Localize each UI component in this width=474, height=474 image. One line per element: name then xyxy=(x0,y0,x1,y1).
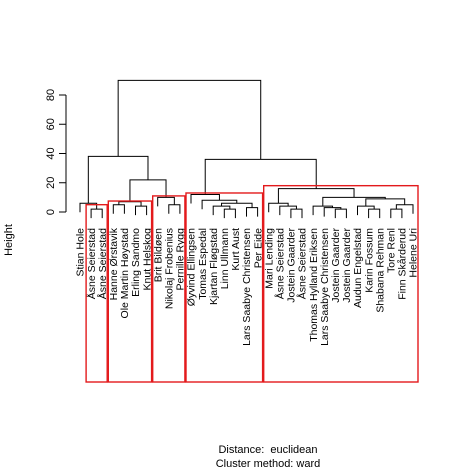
leaf-label: Jostein Gaarder xyxy=(286,228,298,303)
dendrogram-branch xyxy=(117,79,262,160)
leaf-label: Shabana Rehman xyxy=(374,228,386,313)
leaf-label: Hanne Ørstavik xyxy=(108,227,120,300)
y-tick-label: 80 xyxy=(45,89,57,101)
dendrogram-branch xyxy=(368,208,381,219)
leaf-label: Kurt Aust xyxy=(230,228,242,271)
leaf-label: Åsne Seierstad xyxy=(96,228,109,299)
leaf-label: Kjartan Fløgstad xyxy=(208,228,220,305)
dendrogram-branch xyxy=(190,193,220,204)
leaf-labels: Stian Hole Åsne Seierstad Åsne Seierstad Ha… xyxy=(75,227,420,346)
leaf-label: Jostein Gaarder xyxy=(341,228,353,303)
y-tick-label: 40 xyxy=(45,147,57,159)
leaf-label: Pernille Rygg xyxy=(175,228,187,291)
leaf-label: Brit Bildøen xyxy=(152,228,164,282)
leaf-label: Erling Sandmo xyxy=(130,228,142,297)
dendrogram-branch xyxy=(90,208,103,219)
leaf-label: Åsne Seierstad xyxy=(296,228,309,299)
distance-caption: Distance: euclidean xyxy=(218,444,317,456)
cluster-method-caption: Cluster method: ward xyxy=(216,458,321,470)
dendrogram-branch xyxy=(221,202,253,208)
y-tick-label: 60 xyxy=(45,118,57,130)
leaf-label: Thomas Hylland Eriksen xyxy=(308,228,320,342)
dendrogram-branch xyxy=(395,204,414,214)
dendrogram-branch xyxy=(201,199,238,210)
dendrogram-branch xyxy=(135,205,148,216)
dendrogram-branch xyxy=(277,188,355,204)
dendrogram-branch xyxy=(118,201,142,207)
cluster-box xyxy=(263,184,419,383)
leaf-label: Knut Helskog xyxy=(141,228,153,291)
leaf-label: Tomas Espedal xyxy=(197,228,209,300)
y-tick-label: 20 xyxy=(45,177,57,189)
leaf-label: Øyvind Ellingsen xyxy=(186,228,198,306)
dendrogram-branch xyxy=(212,205,231,216)
y-tick-label: 0 xyxy=(45,209,57,215)
leaf-label: Lars Saabye Christensen xyxy=(241,228,253,346)
dendrogram-branch xyxy=(357,205,375,216)
leaf-label: Åsne Seierstad xyxy=(85,228,98,299)
dendrogram-branch xyxy=(223,208,236,219)
leaf-label: Helene Uri xyxy=(408,228,420,278)
dendrogram-branch xyxy=(204,158,317,195)
leaf-label: Karin Fossum xyxy=(363,228,375,293)
leaf-label: Per Eide xyxy=(252,228,264,268)
dendrogram-branch xyxy=(268,202,289,213)
cluster-box xyxy=(107,200,153,383)
dendrogram-branch xyxy=(390,208,403,219)
leaf-label: Linn Ullmann xyxy=(219,228,231,289)
dendrogram-branch xyxy=(290,208,303,219)
dendrogram-branch xyxy=(246,207,259,217)
cluster-boxes xyxy=(85,184,419,383)
dendrogram-branch xyxy=(334,208,347,219)
leaf-label: Nikolaj Frobenius xyxy=(163,228,175,309)
dendrogram-tree xyxy=(79,79,414,219)
dendrogram-branch xyxy=(279,205,297,216)
leaf-label: Audun Engelstad xyxy=(352,228,364,308)
y-axis: 0 20 40 60 80 xyxy=(45,89,67,215)
leaf-label: Tore Renl xyxy=(385,228,397,273)
cluster-box xyxy=(85,203,108,383)
y-axis-label: Height xyxy=(3,224,15,256)
dendrogram-branch xyxy=(323,207,342,217)
leaf-label: Ole Martin Høystad xyxy=(119,228,131,319)
leaf-label: Mari Lending xyxy=(263,228,275,289)
dendrogram-branch xyxy=(168,204,181,214)
dendrogram-branch xyxy=(129,179,167,202)
leaf-label: Lars Saabye Christensen xyxy=(319,228,331,346)
dendrogram-branch xyxy=(112,204,125,214)
leaf-label: Finn Skårderud xyxy=(397,228,409,300)
leaf-label: Jostein Gaarder xyxy=(330,228,342,303)
leaf-label: Åsne Seierstad xyxy=(273,228,286,299)
cluster-box xyxy=(185,192,264,383)
cluster-box xyxy=(151,195,186,383)
leaf-label: Stian Hole xyxy=(75,228,87,277)
